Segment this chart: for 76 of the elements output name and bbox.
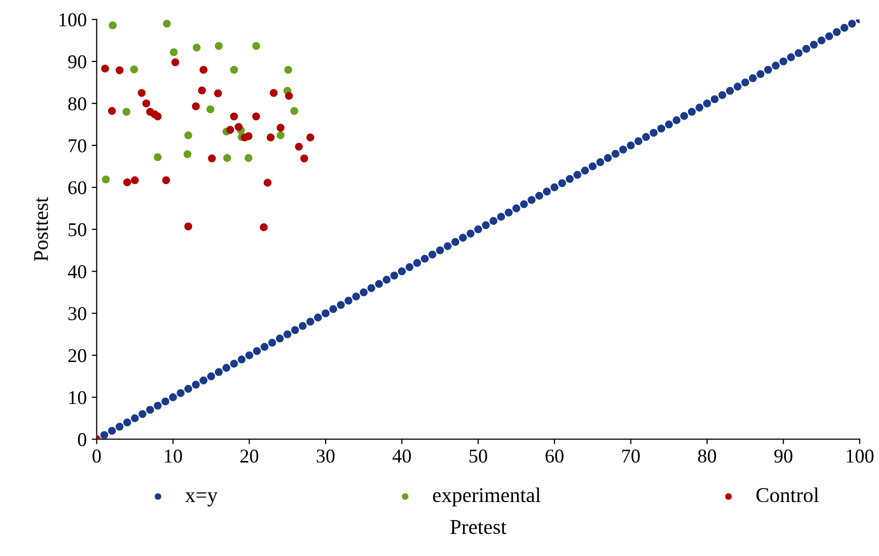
point xyxy=(244,154,252,162)
point xyxy=(208,154,216,162)
y-tick-label: 40 xyxy=(68,265,86,278)
point xyxy=(116,66,124,74)
point xyxy=(300,154,308,162)
point xyxy=(101,64,110,73)
y-tick-label: 60 xyxy=(68,181,86,194)
x-tick-label: 70 xyxy=(622,450,640,463)
point xyxy=(200,66,208,74)
point xyxy=(154,153,162,162)
y-tick-label: 0 xyxy=(78,433,86,446)
point xyxy=(285,92,293,100)
point xyxy=(108,21,117,30)
point xyxy=(192,44,201,52)
x-axis-title: Pretest xyxy=(450,520,506,534)
point xyxy=(234,122,243,131)
point xyxy=(123,178,132,186)
point xyxy=(284,66,292,74)
point xyxy=(130,65,138,74)
x-tick-label: 40 xyxy=(392,450,411,463)
point xyxy=(290,107,298,115)
point xyxy=(108,107,116,115)
point xyxy=(270,88,278,97)
legend-label: experimental xyxy=(433,488,541,506)
point xyxy=(260,223,268,232)
point xyxy=(306,133,314,142)
point xyxy=(252,112,260,120)
point xyxy=(223,154,232,162)
x-tick-label: 100 xyxy=(846,450,874,463)
point xyxy=(214,42,223,50)
y-tick-label: 90 xyxy=(68,55,86,68)
point xyxy=(171,58,180,66)
y-tick-label: 50 xyxy=(68,223,86,236)
x-tick-label: 60 xyxy=(546,450,564,463)
y-tick-label: 70 xyxy=(68,139,86,152)
point xyxy=(184,131,192,140)
point xyxy=(184,150,192,158)
point xyxy=(198,86,206,94)
point xyxy=(184,222,192,230)
point xyxy=(252,42,260,50)
point xyxy=(102,175,110,184)
x-tick-label: 50 xyxy=(470,450,488,463)
point xyxy=(170,48,178,56)
x-tick-label: 30 xyxy=(316,450,335,463)
point xyxy=(142,99,150,108)
y-tick-label: 80 xyxy=(68,97,86,110)
point xyxy=(294,142,303,151)
y-tick-label: 10 xyxy=(69,391,86,404)
point xyxy=(264,178,272,187)
point xyxy=(214,89,222,98)
y-tick-label: 100 xyxy=(60,13,86,26)
point xyxy=(276,124,285,132)
x-tick-label: 0 xyxy=(92,450,101,463)
point xyxy=(230,112,238,120)
point xyxy=(162,20,171,28)
point xyxy=(162,176,170,184)
point xyxy=(226,126,234,134)
point xyxy=(206,105,214,114)
y-tick-label: 20 xyxy=(68,349,86,362)
legend-label: x=y xyxy=(185,492,218,506)
legend-label: Control xyxy=(756,488,819,502)
point xyxy=(130,176,139,184)
point xyxy=(154,112,162,120)
point xyxy=(138,88,146,97)
x-tick-label: 90 xyxy=(774,450,792,463)
x-tick-label: 80 xyxy=(698,450,716,463)
point xyxy=(192,102,200,110)
point xyxy=(244,132,252,140)
y-axis-title: Posttest xyxy=(34,197,48,262)
point xyxy=(276,131,285,140)
y-tick-label: 30 xyxy=(68,307,86,320)
point xyxy=(266,133,275,142)
point xyxy=(122,108,130,116)
x-tick-label: 10 xyxy=(164,450,182,463)
point xyxy=(230,66,238,74)
x-tick-label: 20 xyxy=(240,450,258,463)
